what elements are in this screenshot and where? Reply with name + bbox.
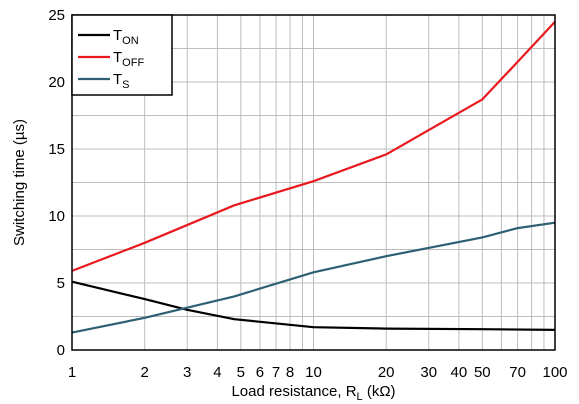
x-tick-label: 100 (542, 364, 567, 381)
x-tick-label: 50 (474, 364, 491, 381)
series-line-s (71, 221, 556, 334)
plot-frame (71, 14, 556, 351)
legend-box (71, 14, 173, 96)
x-tick-label: 2 (141, 364, 149, 381)
series-lines (71, 20, 556, 334)
y-tick-label: 25 (48, 7, 65, 24)
legend-label-main: T (113, 27, 122, 44)
legend-label-main: T (113, 71, 122, 88)
x-axis-label-unit: (kΩ) (363, 383, 396, 400)
x-tick-label: 70 (509, 364, 526, 381)
legend-label-on: TON (113, 27, 139, 47)
x-tick-label: 10 (305, 364, 322, 381)
y-tick-labels: 0 5 10 15 20 25 (48, 7, 65, 359)
x-tick-label: 3 (183, 364, 191, 381)
legend-label-sub: S (122, 79, 129, 91)
x-tick-label: 40 (451, 364, 468, 381)
series-line-off (71, 20, 556, 272)
legend-label-main: T (113, 49, 122, 66)
x-tick-label: 1 (68, 364, 76, 381)
x-tick-label: 8 (286, 364, 294, 381)
x-tick-label: 7 (272, 364, 280, 381)
legend-label-off: TOFF (113, 49, 144, 69)
x-axis-label-sub: L (357, 391, 363, 403)
legend-label-sub: OFF (122, 57, 144, 69)
x-tick-label: 30 (420, 364, 437, 381)
x-axis-label-main: Load resistance, R (231, 383, 356, 400)
x-tick-labels: 1 2 3 4 5 6 7 8 10 20 30 40 50 70 100 (68, 364, 568, 381)
x-tick-label: 4 (213, 364, 221, 381)
x-axis-label: Load resistance, RL (kΩ) (231, 383, 395, 403)
x-tick-label: 5 (237, 364, 245, 381)
x-tick-label: 20 (378, 364, 395, 381)
y-tick-label: 20 (48, 74, 65, 91)
legend-label-s: TS (113, 71, 130, 91)
x-tick-label: 6 (256, 364, 264, 381)
y-tick-label: 0 (57, 342, 65, 359)
y-tick-label: 15 (48, 141, 65, 158)
y-tick-label: 10 (48, 208, 65, 225)
y-axis-label: Switching time (µs) (11, 119, 28, 246)
y-tick-label: 5 (57, 275, 65, 292)
series-line-on (71, 280, 556, 331)
legend-label-sub: ON (122, 35, 139, 47)
